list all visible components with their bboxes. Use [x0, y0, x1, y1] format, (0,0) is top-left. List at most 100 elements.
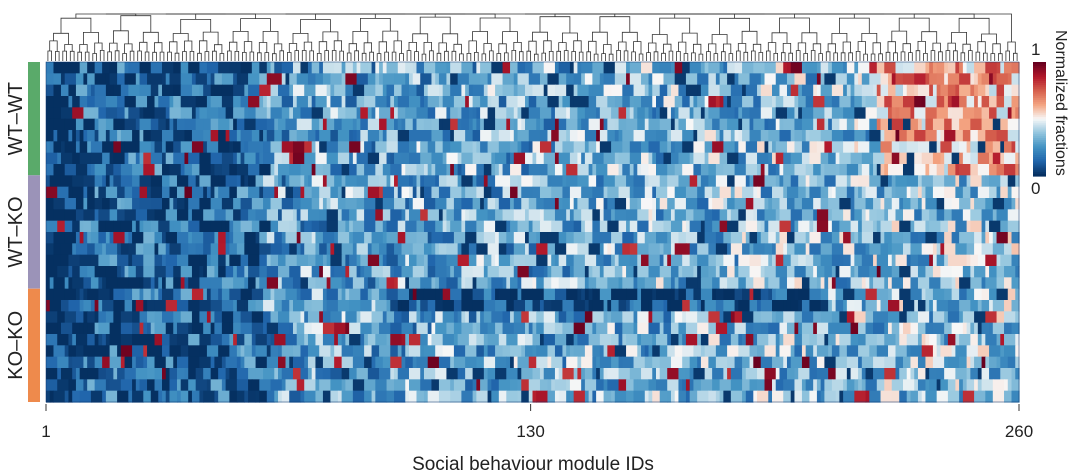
- heatmap-cell: [199, 254, 208, 267]
- colorbar-min-label: 0: [1031, 179, 1040, 198]
- heatmap-cell: [629, 277, 635, 290]
- heatmap-cell: [966, 356, 971, 369]
- heatmap-cell: [360, 300, 373, 312]
- heatmap-cell: [53, 84, 62, 97]
- heatmap-cell: [820, 198, 829, 210]
- heatmap-cell: [547, 164, 556, 176]
- heatmap-cell: [184, 277, 189, 290]
- heatmap-cell: [543, 311, 556, 324]
- heatmap-cell: [394, 311, 403, 324]
- heatmap-cell: [330, 368, 343, 380]
- heatmap-cell: [715, 96, 721, 108]
- heatmap-cell: [517, 379, 522, 392]
- heatmap-cell: [858, 220, 863, 233]
- heatmap-cell: [865, 107, 870, 120]
- heatmap-cell: [532, 186, 541, 199]
- heatmap-cell: [517, 334, 526, 346]
- heatmap-cell: [970, 141, 979, 154]
- heatmap-cell: [334, 334, 339, 346]
- heatmap-cell: [633, 96, 642, 108]
- heatmap-cell: [143, 164, 156, 176]
- heatmap-cell: [147, 73, 152, 86]
- heatmap-cell: [109, 334, 122, 346]
- heatmap-cell: [113, 368, 118, 380]
- heatmap-cell: [813, 107, 825, 120]
- heatmap-cell: [936, 107, 949, 120]
- heatmap-cell: [760, 232, 769, 244]
- heatmap-cell: [760, 130, 769, 142]
- heatmap-cell: [98, 322, 111, 335]
- heatmap-cell: [225, 232, 230, 244]
- heatmap-cell: [150, 198, 163, 210]
- heatmap-cell: [394, 73, 406, 86]
- heatmap-cell: [981, 379, 994, 392]
- heatmap-cell: [60, 96, 70, 108]
- heatmap-cell: [379, 152, 388, 165]
- heatmap-cell: [94, 84, 107, 97]
- heatmap-cell: [895, 73, 904, 86]
- heatmap-cell: [105, 266, 118, 278]
- heatmap-cell: [397, 118, 403, 131]
- heatmap-cell: [910, 345, 923, 358]
- heatmap-cell: [210, 311, 215, 324]
- heatmap-cell: [869, 107, 878, 120]
- heatmap-cell: [521, 277, 534, 290]
- colorbar-step: [1033, 172, 1046, 175]
- heatmap-cell: [850, 232, 855, 244]
- heatmap-cell: [87, 62, 96, 74]
- heatmap-cell: [87, 96, 96, 108]
- heatmap-cell: [472, 152, 481, 165]
- heatmap-cell: [255, 175, 264, 188]
- heatmap-cell: [779, 345, 792, 358]
- heatmap-cell: [438, 175, 448, 188]
- dendrogram-branch: [152, 51, 157, 61]
- heatmap-cell: [468, 107, 474, 120]
- heatmap-cell: [83, 356, 88, 369]
- dendrogram-branch: [240, 18, 271, 32]
- heatmap-cell: [577, 175, 590, 188]
- heatmap-cell: [663, 311, 672, 324]
- heatmap-cell: [120, 345, 133, 358]
- heatmap-cell: [891, 96, 904, 108]
- heatmap-cell: [191, 266, 201, 278]
- heatmap-cell: [663, 243, 672, 256]
- heatmap-cell: [244, 334, 253, 346]
- heatmap-cell: [218, 232, 227, 244]
- heatmap-cell: [150, 277, 156, 290]
- heatmap-cell: [352, 390, 365, 403]
- heatmap-cell: [506, 368, 519, 380]
- heatmap-cell: [218, 254, 227, 267]
- heatmap-cell: [689, 220, 702, 233]
- heatmap-cell: [390, 368, 395, 380]
- heatmap-cell: [364, 266, 373, 278]
- heatmap-cell: [884, 130, 893, 142]
- heatmap-cell: [435, 311, 444, 324]
- heatmap-cell: [715, 130, 721, 142]
- heatmap-cell: [970, 334, 979, 346]
- heatmap-cell: [682, 220, 687, 233]
- heatmap-cell: [805, 62, 818, 74]
- heatmap-cell: [715, 345, 728, 358]
- heatmap-cell: [53, 118, 66, 131]
- heatmap-cell: [715, 288, 724, 301]
- heatmap-cell: [704, 107, 709, 120]
- heatmap-cell: [742, 390, 747, 403]
- heatmap-cell: [46, 243, 55, 256]
- heatmap-cell: [397, 62, 406, 74]
- heatmap-cell: [139, 288, 144, 301]
- heatmap-cell: [611, 209, 616, 222]
- heatmap-cell: [1000, 220, 1009, 233]
- heatmap-cell: [603, 311, 608, 324]
- heatmap-cell: [955, 368, 968, 380]
- heatmap-cell: [83, 345, 96, 358]
- heatmap-cell: [46, 288, 55, 301]
- heatmap-cell: [667, 141, 672, 154]
- heatmap-cell: [517, 84, 526, 97]
- heatmap-cell: [330, 164, 343, 176]
- heatmap-cell: [68, 277, 73, 290]
- heatmap-cell: [581, 186, 593, 199]
- heatmap-cell: [360, 334, 365, 346]
- heatmap-cell: [263, 300, 275, 312]
- heatmap-cell: [670, 130, 683, 142]
- heatmap-cell: [753, 322, 762, 335]
